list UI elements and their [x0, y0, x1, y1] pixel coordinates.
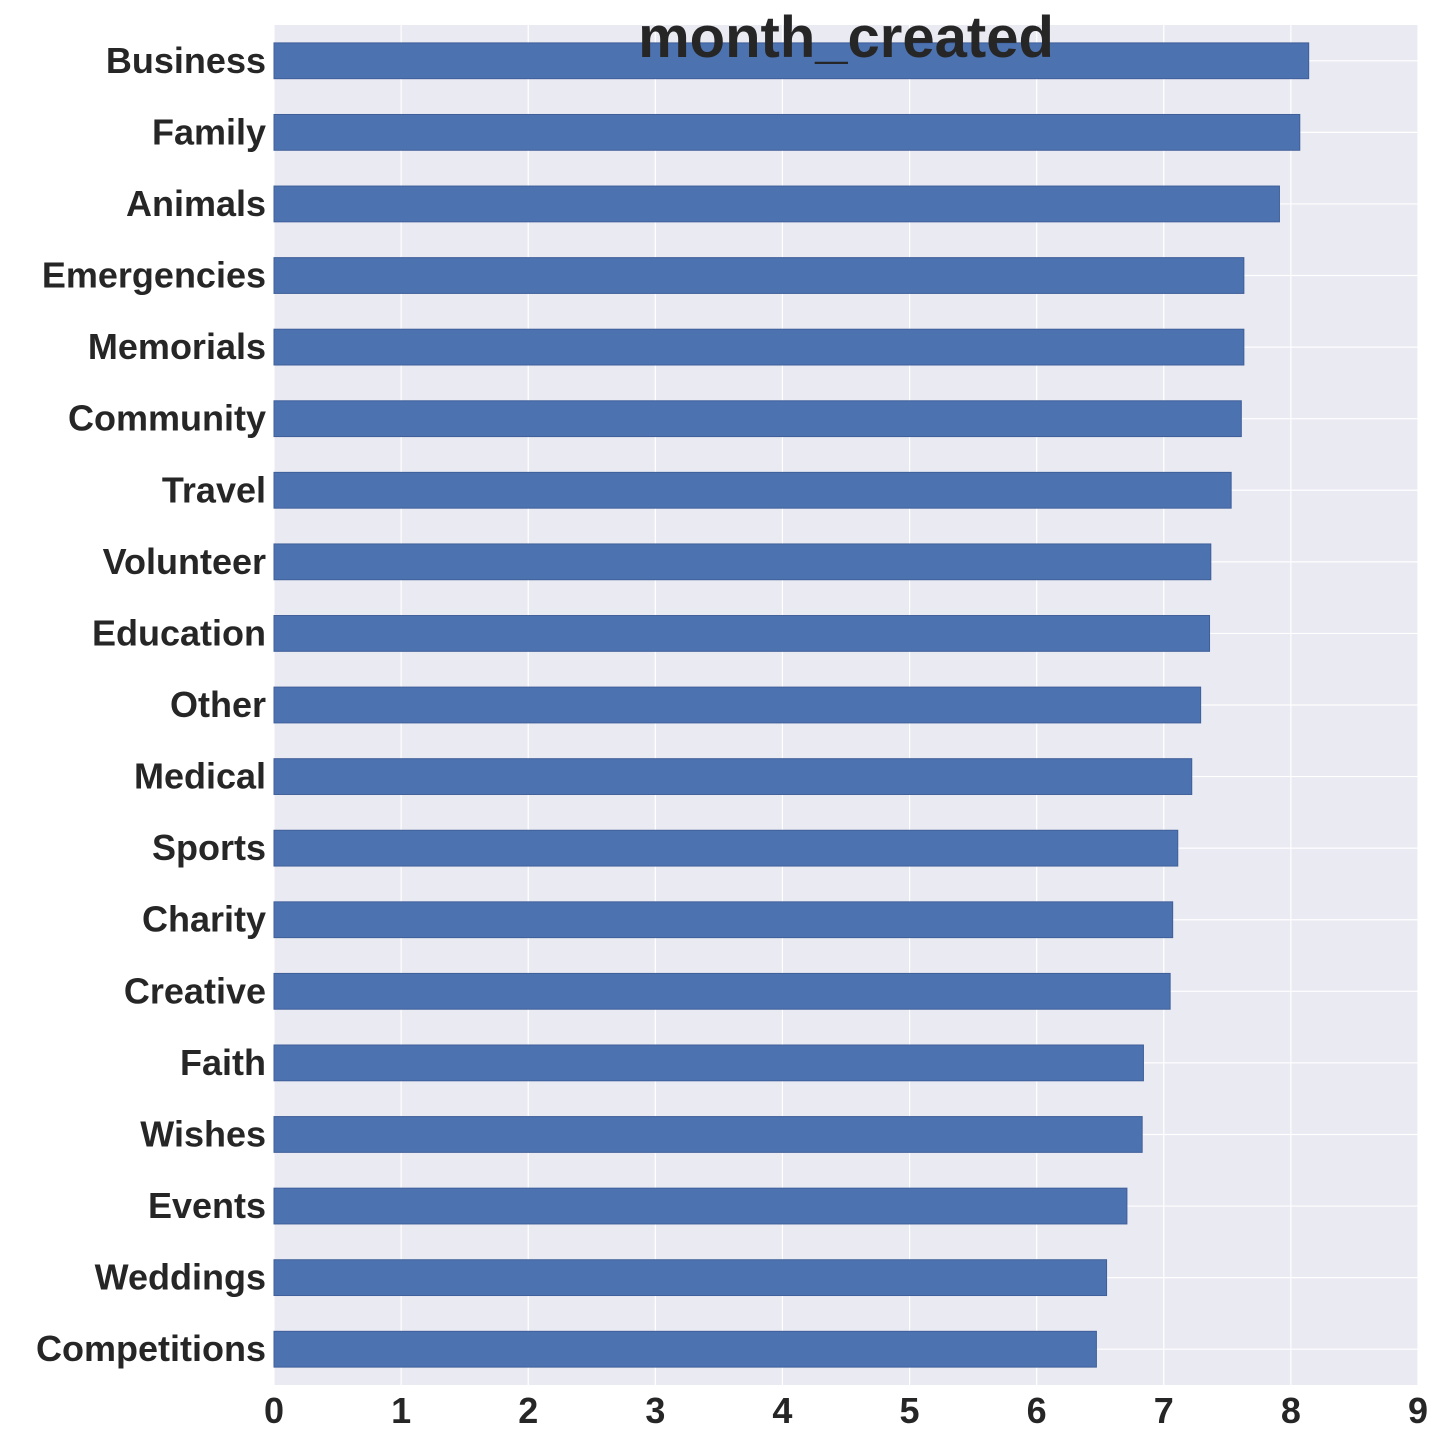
chart-title: month_created — [638, 5, 1054, 70]
y-tick-label-memorials: Memorials — [88, 326, 266, 367]
bar-wishes — [273, 1116, 1143, 1153]
x-tick-label-6: 6 — [1027, 1390, 1047, 1431]
y-tick-label-other: Other — [170, 684, 266, 725]
bar-community — [273, 400, 1242, 438]
y-tick-label-animals: Animals — [126, 183, 266, 224]
x-tick-label-8: 8 — [1281, 1390, 1301, 1431]
bar-animals — [273, 185, 1280, 223]
bar-emergencies — [273, 257, 1245, 294]
bars — [273, 42, 1310, 1368]
y-tick-label-business: Business — [106, 40, 266, 81]
x-tick-label-5: 5 — [900, 1390, 920, 1431]
y-tick-label-faith: Faith — [180, 1042, 266, 1083]
y-tick-label-volunteer: Volunteer — [103, 541, 266, 582]
bar-medical — [273, 758, 1193, 795]
bar-sports — [273, 829, 1179, 867]
bar-competitions — [273, 1330, 1097, 1368]
bar-travel — [273, 471, 1232, 509]
x-tick-label-7: 7 — [1154, 1390, 1174, 1431]
y-tick-label-events: Events — [148, 1185, 266, 1226]
y-tick-label-family: Family — [152, 111, 266, 152]
y-tick-label-weddings: Weddings — [95, 1257, 266, 1298]
bar-charity — [273, 901, 1174, 939]
bar-faith — [273, 1044, 1144, 1082]
x-tick-label-4: 4 — [772, 1390, 792, 1431]
x-tick-label-3: 3 — [645, 1390, 665, 1431]
y-tick-label-travel: Travel — [162, 469, 266, 510]
y-tick-labels: Business Family Animals Emergencies Memorial… — [36, 40, 266, 1369]
y-tick-label-creative: Creative — [124, 970, 266, 1011]
bar-weddings — [273, 1259, 1108, 1297]
x-tick-label-0: 0 — [264, 1390, 284, 1431]
bar-education — [273, 615, 1211, 652]
y-tick-label-sports: Sports — [152, 827, 266, 868]
y-tick-label-charity: Charity — [142, 899, 266, 940]
x-tick-label-9: 9 — [1408, 1390, 1428, 1431]
y-tick-label-community: Community — [68, 398, 266, 439]
bar-memorials — [273, 328, 1245, 366]
y-tick-label-education: Education — [92, 612, 266, 653]
y-tick-label-medical: Medical — [134, 756, 266, 797]
bar-business — [273, 42, 1310, 80]
bar-family — [273, 113, 1301, 151]
x-tick-label-2: 2 — [518, 1390, 538, 1431]
y-tick-label-wishes: Wishes — [140, 1113, 266, 1154]
y-tick-label-emergencies: Emergencies — [42, 255, 266, 296]
bar-other — [273, 686, 1202, 724]
y-tick-label-competitions: Competitions — [36, 1328, 266, 1369]
bar-creative — [273, 972, 1171, 1010]
x-tick-label-1: 1 — [391, 1390, 411, 1431]
bar-events — [273, 1187, 1128, 1225]
x-tick-labels: 0 1 2 3 4 5 6 7 8 9 — [264, 1390, 1428, 1431]
bar-volunteer — [273, 543, 1212, 581]
